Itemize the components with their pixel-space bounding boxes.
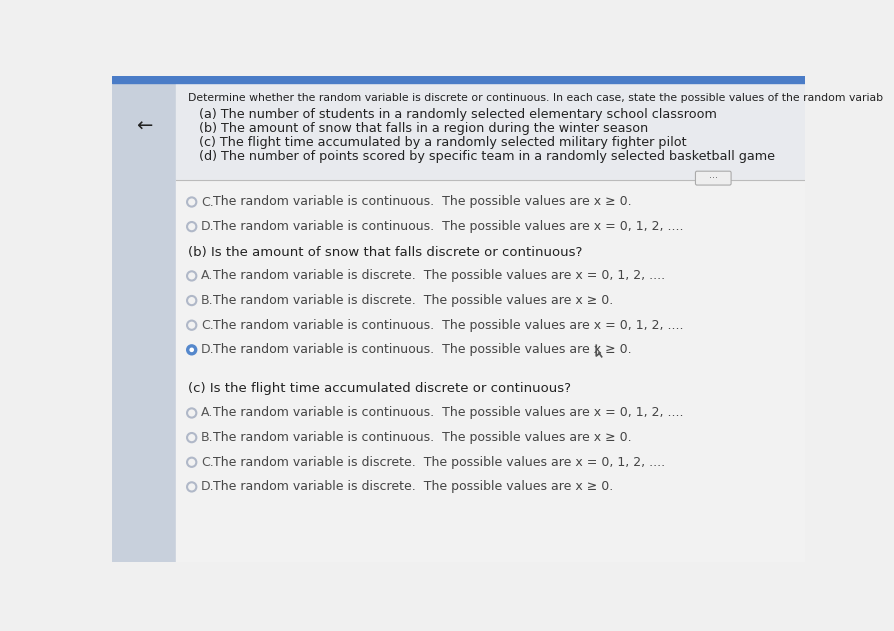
Text: C.: C. [201,319,214,332]
Text: The random variable is continuous.  The possible values are x ≥ 0.: The random variable is continuous. The p… [213,431,630,444]
Text: Determine whether the random variable is discrete or continuous. In each case, s: Determine whether the random variable is… [188,93,882,103]
Text: C.: C. [201,196,214,208]
Text: The random variable is discrete.  The possible values are x = 0, 1, 2, ....: The random variable is discrete. The pos… [213,269,664,283]
Circle shape [187,345,196,355]
Text: (b) Is the amount of snow that falls discrete or continuous?: (b) Is the amount of snow that falls dis… [188,246,582,259]
Text: The random variable is discrete.  The possible values are x ≥ 0.: The random variable is discrete. The pos… [213,480,612,493]
Bar [112,83,176,562]
Circle shape [190,348,194,352]
Text: (d) The number of points scored by specific team in a randomly selected basketba: (d) The number of points scored by speci… [199,150,774,163]
Text: C.: C. [201,456,214,469]
Text: A.: A. [201,269,213,283]
Bar [176,83,805,180]
Text: ···: ··· [708,173,717,183]
Text: The random variable is continuous.  The possible values are x = 0, 1, 2, ....: The random variable is continuous. The p… [213,319,682,332]
Text: (b) The amount of snow that falls in a region during the winter season: (b) The amount of snow that falls in a r… [199,122,648,135]
Text: ←: ← [136,116,152,135]
Text: B.: B. [201,294,214,307]
Text: The random variable is continuous.  The possible values are x = 0, 1, 2, ....: The random variable is continuous. The p… [213,220,682,233]
Text: D.: D. [201,343,215,357]
Text: D.: D. [201,220,215,233]
Text: A.: A. [201,406,213,420]
Text: B.: B. [201,431,214,444]
Bar [112,76,805,83]
Text: The random variable is continuous.  The possible values are x ≥ 0.: The random variable is continuous. The p… [213,196,630,208]
Text: (c) The flight time accumulated by a randomly selected military fighter pilot: (c) The flight time accumulated by a ran… [199,136,687,149]
Text: D.: D. [201,480,215,493]
Bar [176,180,805,562]
FancyBboxPatch shape [695,171,730,185]
Text: The random variable is discrete.  The possible values are x = 0, 1, 2, ....: The random variable is discrete. The pos… [213,456,664,469]
Text: The random variable is discrete.  The possible values are x ≥ 0.: The random variable is discrete. The pos… [213,294,612,307]
Text: The random variable is continuous.  The possible values are x ≥ 0.: The random variable is continuous. The p… [213,343,630,357]
Text: The random variable is continuous.  The possible values are x = 0, 1, 2, ....: The random variable is continuous. The p… [213,406,682,420]
Text: (a) The number of students in a randomly selected elementary school classroom: (a) The number of students in a randomly… [199,108,716,121]
Text: (c) Is the flight time accumulated discrete or continuous?: (c) Is the flight time accumulated discr… [188,382,570,395]
